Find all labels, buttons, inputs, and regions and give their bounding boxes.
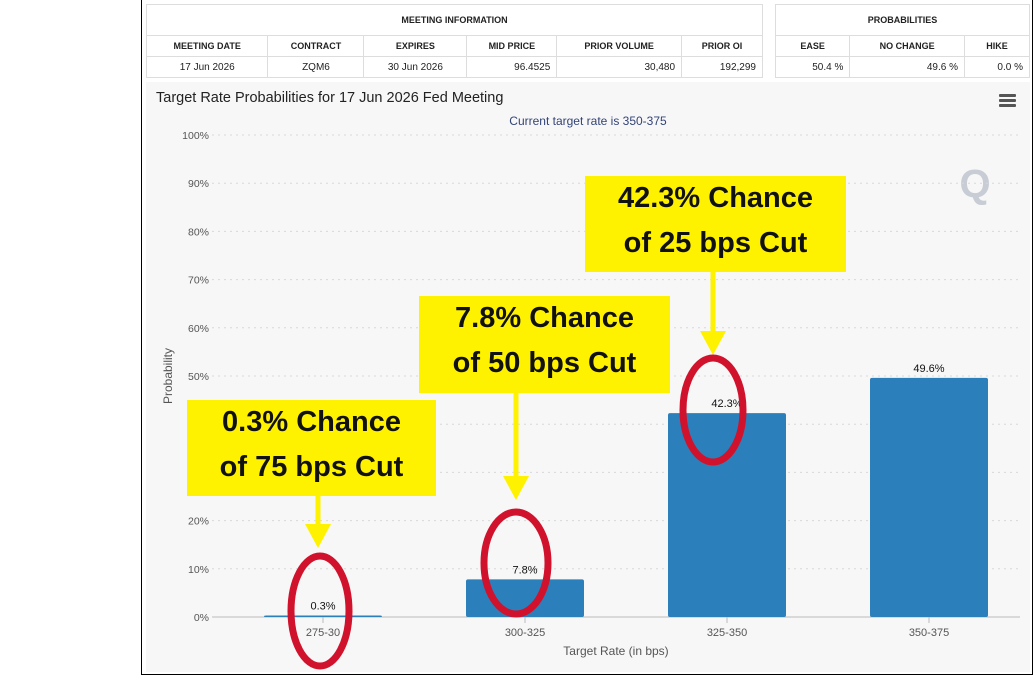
annotation-line: of 75 bps Cut bbox=[219, 451, 404, 483]
y-tick-label: 90% bbox=[188, 178, 209, 190]
y-tick-label: 10% bbox=[188, 564, 209, 576]
annotation-line: of 25 bps Cut bbox=[623, 227, 808, 259]
data-label: 49.6% bbox=[913, 363, 944, 375]
probabilities-title: PROBABILITIES bbox=[775, 4, 1030, 36]
y-tick-label: 0% bbox=[194, 612, 209, 624]
annotation-line: 0.3% Chance bbox=[222, 406, 401, 438]
col-header: PRIOR OI bbox=[681, 35, 763, 57]
highlight-circle bbox=[287, 552, 353, 670]
hike-value: 0.0 % bbox=[963, 56, 1031, 78]
probabilities-table: PROBABILITIES EASE NO CHANGE HIKE 50.4 %… bbox=[774, 4, 1031, 78]
chart-menu-icon[interactable] bbox=[999, 94, 1016, 109]
arrow-head-icon bbox=[503, 476, 529, 500]
y-tick-label: 100% bbox=[182, 130, 209, 142]
x-tick-label: 275-30 bbox=[306, 627, 340, 639]
annotation-line: of 50 bps Cut bbox=[452, 347, 637, 379]
highlight-circle bbox=[679, 354, 747, 466]
annotation-line: 7.8% Chance bbox=[455, 302, 634, 334]
y-tick-label: 20% bbox=[188, 516, 209, 528]
contract: ZQM6 bbox=[267, 56, 365, 78]
x-tick-label: 300-325 bbox=[505, 627, 545, 639]
data-label: 42.3% bbox=[711, 398, 742, 410]
watermark-logo-icon: Q bbox=[959, 162, 990, 206]
annotation-box: 0.3% Chance of 75 bps Cut bbox=[187, 400, 436, 496]
x-tick-label: 325-350 bbox=[707, 627, 747, 639]
arrow-head-icon bbox=[305, 524, 331, 548]
y-tick-label: 80% bbox=[188, 226, 209, 238]
meeting-info-table: MEETING INFORMATION MEETING DATE CONTRAC… bbox=[145, 4, 763, 78]
data-label: 7.8% bbox=[512, 564, 537, 576]
mid-price: 96.4525 bbox=[466, 56, 558, 78]
y-tick-label: 70% bbox=[188, 275, 209, 287]
bar bbox=[870, 377, 988, 617]
prior-oi: 192,299 bbox=[681, 56, 763, 78]
annotation-box: 7.8% Chance of 50 bps Cut bbox=[419, 296, 670, 393]
ease-value: 50.4 % bbox=[774, 56, 851, 78]
y-tick-label: 60% bbox=[188, 323, 209, 335]
annotation-box: 42.3% Chance of 25 bps Cut bbox=[585, 176, 846, 272]
chart-title: Target Rate Probabilities for 17 Jun 202… bbox=[156, 90, 504, 106]
chart-subtitle: Current target rate is 350-375 bbox=[509, 114, 667, 128]
meeting-info-title: MEETING INFORMATION bbox=[146, 4, 763, 36]
annotation-line: 42.3% Chance bbox=[617, 182, 814, 214]
x-axis-title: Target Rate (in bps) bbox=[563, 644, 668, 658]
arrow-head-icon bbox=[700, 331, 726, 355]
highlight-circle bbox=[480, 508, 552, 618]
bar bbox=[668, 413, 786, 617]
data-label: 0.3% bbox=[310, 601, 335, 613]
meeting-date: 17 Jun 2026 bbox=[145, 56, 269, 78]
x-tick-label: 350-375 bbox=[909, 627, 949, 639]
y-tick-label: 50% bbox=[188, 371, 209, 383]
y-axis-title: Probability bbox=[161, 348, 175, 404]
